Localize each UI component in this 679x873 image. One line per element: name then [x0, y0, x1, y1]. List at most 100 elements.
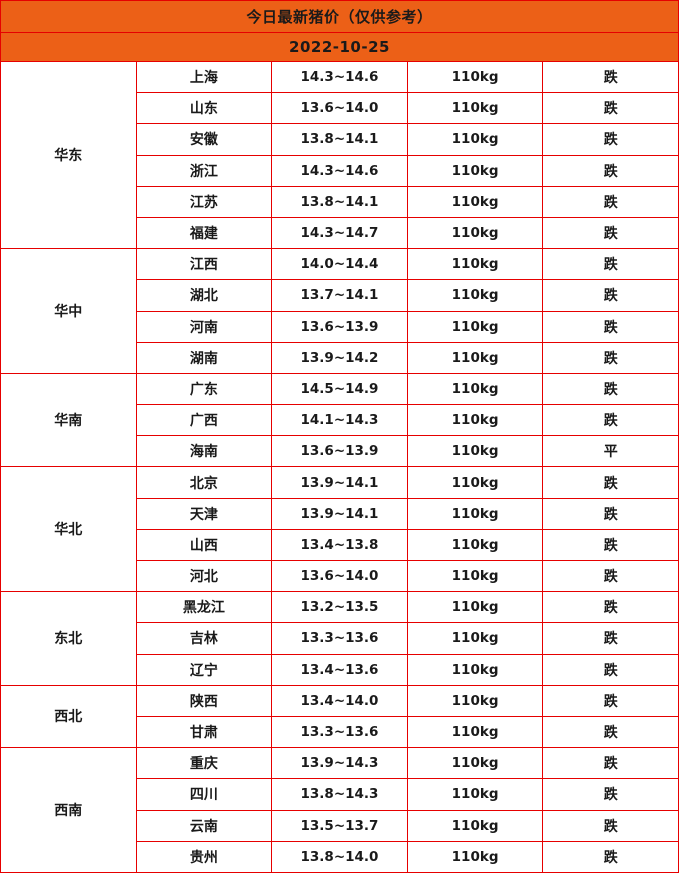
trend-indicator: 跌: [542, 715, 679, 749]
trend-indicator: 跌: [542, 60, 679, 94]
province-label: 重庆: [135, 747, 273, 780]
region-label: 华中: [0, 248, 137, 374]
trend-indicator: 跌: [542, 591, 679, 624]
province-label: 江苏: [135, 185, 273, 218]
weight-value: 110kg: [406, 466, 544, 499]
table-row: 江苏 13.8~14.1 110kg 跌: [1, 185, 679, 218]
weight-value: 110kg: [406, 809, 544, 842]
price-range: 13.8~14.0: [271, 840, 408, 873]
table-row: 山东 13.6~14.0 110kg 跌: [1, 92, 679, 125]
table-row: 河北 13.6~14.0 110kg 跌: [1, 559, 679, 593]
price-range: 13.8~14.3: [271, 778, 408, 811]
province-label: 江西: [135, 248, 273, 281]
trend-indicator: 跌: [542, 341, 679, 374]
weight-value: 110kg: [406, 372, 544, 406]
province-label: 广西: [135, 404, 273, 437]
weight-value: 110kg: [406, 60, 544, 94]
date-label: 2022-10-25: [0, 32, 679, 62]
trend-indicator: 跌: [542, 248, 679, 281]
province-label: 河北: [135, 559, 273, 593]
table-row: 浙江 14.3~14.6 110kg 跌: [1, 154, 679, 187]
region-label: 东北: [0, 591, 137, 686]
trend-indicator: 跌: [542, 279, 679, 312]
province-label: 安徽: [135, 123, 273, 156]
trend-indicator: 跌: [542, 809, 679, 842]
province-label: 福建: [135, 216, 273, 250]
province-label: 四川: [135, 778, 273, 811]
price-range: 14.5~14.9: [271, 372, 408, 406]
table-row: 湖南 13.9~14.2 110kg 跌: [1, 341, 679, 374]
trend-indicator: 跌: [542, 840, 679, 873]
weight-value: 110kg: [406, 559, 544, 593]
province-label: 海南: [135, 435, 273, 468]
price-range: 13.7~14.1: [271, 279, 408, 312]
province-label: 北京: [135, 466, 273, 499]
weight-value: 110kg: [406, 591, 544, 624]
trend-indicator: 跌: [542, 747, 679, 780]
province-label: 辽宁: [135, 653, 273, 686]
price-range: 13.9~14.1: [271, 497, 408, 530]
table-row: 甘肃 13.3~13.6 110kg 跌: [1, 715, 679, 749]
date-row: 2022-10-25: [0, 32, 679, 62]
weight-value: 110kg: [406, 715, 544, 749]
weight-value: 110kg: [406, 216, 544, 250]
weight-value: 110kg: [406, 684, 544, 717]
trend-indicator: 跌: [542, 404, 679, 437]
province-label: 贵州: [135, 840, 273, 873]
price-range: 13.4~13.8: [271, 528, 408, 562]
table-row: 天津 13.9~14.1 110kg 跌: [1, 497, 679, 530]
province-label: 黑龙江: [135, 591, 273, 624]
weight-value: 110kg: [406, 778, 544, 811]
table-row: 西南 重庆 13.9~14.3 110kg 跌: [0, 747, 679, 873]
table-row: 西北 陕西 13.4~14.0 110kg 跌: [0, 684, 679, 749]
weight-value: 110kg: [406, 435, 544, 468]
trend-indicator: 跌: [542, 778, 679, 811]
price-range: 14.0~14.4: [271, 248, 408, 281]
table-row: 东北 黑龙江 13.2~13.5 110kg 跌: [0, 591, 679, 686]
price-range: 13.8~14.1: [271, 185, 408, 218]
price-range: 13.6~13.9: [271, 435, 408, 468]
price-range: 13.6~13.9: [271, 310, 408, 343]
province-label: 浙江: [135, 154, 273, 187]
weight-value: 110kg: [406, 92, 544, 125]
trend-indicator: 跌: [542, 216, 679, 250]
weight-value: 110kg: [406, 341, 544, 374]
price-range: 13.9~14.1: [271, 466, 408, 499]
price-range: 13.8~14.1: [271, 123, 408, 156]
weight-value: 110kg: [406, 747, 544, 780]
table-row: 安徽 13.8~14.1 110kg 跌: [1, 123, 679, 156]
table-row: 福建 14.3~14.7 110kg 跌: [1, 216, 679, 250]
weight-value: 110kg: [406, 497, 544, 530]
table-row: 华南 广东 14.5~14.9 110kg 跌: [0, 372, 679, 468]
price-range: 14.3~14.6: [271, 154, 408, 187]
table-row: 华东 上海 14.3~14.6 110kg 跌: [0, 60, 679, 250]
province-label: 甘肃: [135, 715, 273, 749]
price-range: 14.3~14.6: [271, 60, 408, 94]
region-label: 西南: [0, 747, 137, 873]
trend-indicator: 跌: [542, 653, 679, 686]
price-range: 13.5~13.7: [271, 809, 408, 842]
province-label: 山东: [135, 92, 273, 125]
weight-value: 110kg: [406, 404, 544, 437]
price-range: 13.2~13.5: [271, 591, 408, 624]
price-range: 13.3~13.6: [271, 715, 408, 749]
weight-value: 110kg: [406, 310, 544, 343]
table-row: 华中 江西 14.0~14.4 110kg 跌: [0, 248, 679, 374]
province-label: 山西: [135, 528, 273, 562]
province-label: 吉林: [135, 622, 273, 655]
price-range: 13.6~14.0: [271, 92, 408, 125]
trend-indicator: 跌: [542, 154, 679, 187]
trend-indicator: 跌: [542, 528, 679, 562]
title-row: 今日最新猪价（仅供参考）: [0, 0, 679, 33]
trend-indicator: 跌: [542, 497, 679, 530]
price-range: 13.3~13.6: [271, 622, 408, 655]
trend-indicator: 跌: [542, 684, 679, 717]
trend-indicator: 跌: [542, 123, 679, 156]
weight-value: 110kg: [406, 154, 544, 187]
province-label: 广东: [135, 372, 273, 406]
weight-value: 110kg: [406, 653, 544, 686]
province-label: 湖北: [135, 279, 273, 312]
province-label: 上海: [135, 60, 273, 94]
